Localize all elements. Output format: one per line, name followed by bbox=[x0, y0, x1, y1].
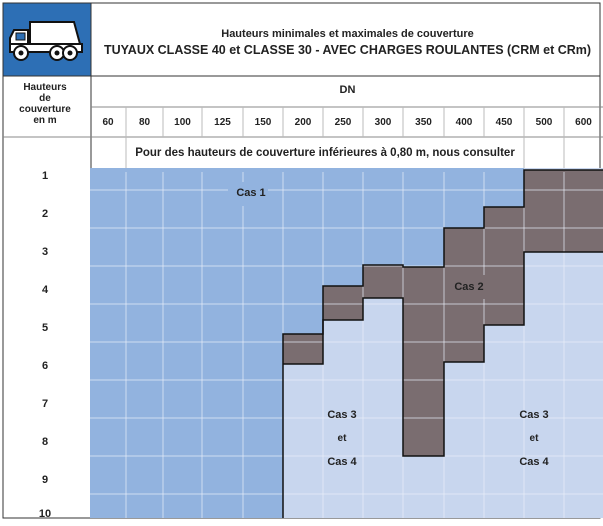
row-header-line3: couverture bbox=[19, 104, 71, 115]
cas3-label-left: Cas 3 bbox=[327, 409, 357, 421]
cas2-label: Cas 2 bbox=[454, 281, 484, 293]
height-label-2: 2 bbox=[41, 208, 49, 220]
cas4-label-right: Cas 4 bbox=[519, 456, 549, 468]
dn-label: DN bbox=[339, 84, 356, 96]
dn-value-250: 250 bbox=[334, 117, 352, 128]
dump-truck-icon bbox=[9, 21, 83, 61]
height-label-4: 4 bbox=[41, 284, 49, 296]
title-line1: Hauteurs minimales et maximales de couve… bbox=[221, 28, 474, 40]
low-cover-note: Pour des hauteurs de couverture inférieu… bbox=[135, 147, 515, 159]
height-label-5: 5 bbox=[41, 322, 49, 334]
cas1-label: Cas 1 bbox=[236, 187, 266, 199]
title-panel bbox=[91, 3, 600, 76]
row-header-line2: de bbox=[39, 93, 51, 104]
dn-value-125: 125 bbox=[214, 117, 231, 128]
height-label-8: 8 bbox=[41, 436, 49, 448]
dn-value-450: 450 bbox=[495, 117, 513, 128]
height-label-3: 3 bbox=[41, 246, 49, 258]
dn-value-500: 500 bbox=[535, 117, 553, 128]
dn-value-60: 60 bbox=[102, 117, 114, 128]
cas4-label-left: Cas 4 bbox=[327, 456, 357, 468]
cas1-region bbox=[90, 168, 524, 518]
dn-value-150: 150 bbox=[254, 117, 272, 128]
height-label-7: 7 bbox=[41, 398, 49, 410]
cas1-boundary bbox=[282, 169, 603, 518]
dn-value-100: 100 bbox=[174, 117, 191, 128]
dn-value-80: 80 bbox=[138, 117, 151, 128]
et-label-left: et bbox=[337, 433, 347, 444]
cas2-boundary bbox=[283, 251, 603, 457]
dn-value-200: 200 bbox=[294, 117, 312, 128]
height-label-9: 9 bbox=[41, 474, 49, 486]
dn-value-300: 300 bbox=[374, 117, 392, 128]
cas3-label-right: Cas 3 bbox=[519, 409, 549, 421]
height-label-6: 6 bbox=[41, 360, 49, 372]
dn-value-400: 400 bbox=[455, 117, 473, 128]
et-label-right: et bbox=[529, 433, 539, 444]
cas2-label-bg bbox=[450, 275, 490, 299]
row-header-line4: en m bbox=[33, 115, 57, 126]
dn-value-600: 600 bbox=[575, 117, 592, 128]
cas2-region bbox=[283, 170, 603, 456]
row-header-line1: Hauteurs bbox=[23, 82, 67, 93]
height-label-10: 10 bbox=[38, 508, 52, 520]
title-line2: TUYAUX CLASSE 40 et CLASSE 30 - AVEC CHA… bbox=[103, 43, 592, 57]
cas1-label-bg bbox=[228, 182, 268, 206]
dn-value-350: 350 bbox=[415, 117, 432, 128]
height-label-1: 1 bbox=[41, 170, 49, 182]
